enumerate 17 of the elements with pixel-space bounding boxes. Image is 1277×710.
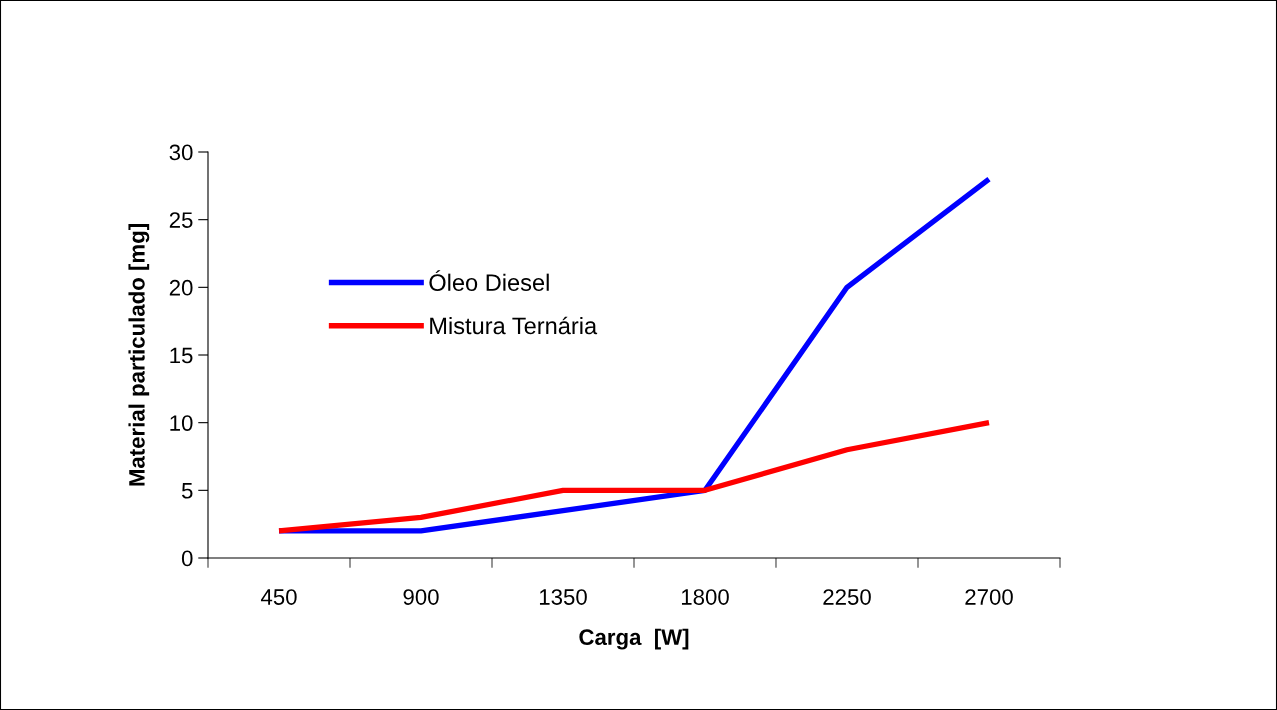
x-axis-title: Carga [W] — [579, 628, 689, 650]
y-tick-label: 30 — [169, 144, 193, 161]
y-axis-title: Material particulado [mg] — [128, 224, 150, 486]
x-tick-label: 450 — [260, 589, 297, 605]
x-tick-label: 1800 — [681, 589, 729, 605]
y-tick-label: 10 — [170, 415, 193, 431]
y-tick-label: 25 — [169, 212, 193, 228]
y-tick-label: 0 — [181, 550, 193, 567]
legend-label: Óleo Diesel — [429, 270, 549, 291]
y-tick-label: 15 — [170, 347, 193, 364]
x-tick-label: 1350 — [539, 589, 587, 605]
y-tick-label: 20 — [169, 279, 193, 296]
legend-label: Mistura Ternária — [430, 316, 598, 335]
x-tick-label: 2700 — [965, 589, 1013, 605]
x-tick-label: 2250 — [823, 589, 871, 605]
x-tick-label: 900 — [403, 589, 439, 605]
y-tick-label: 5 — [181, 483, 193, 499]
